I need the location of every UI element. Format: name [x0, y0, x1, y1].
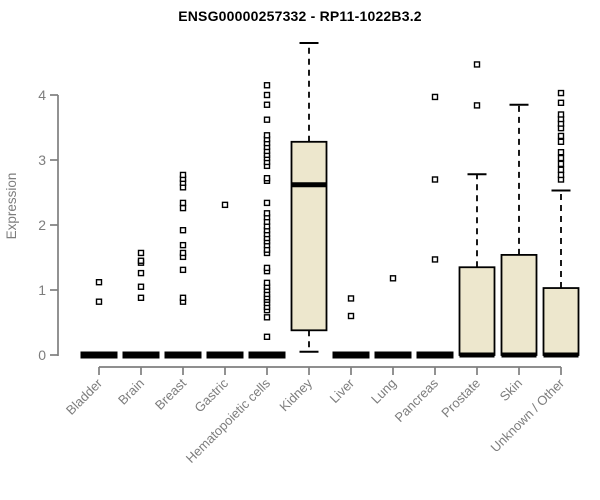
- median-breast: [164, 351, 202, 359]
- outlier-breast: [179, 266, 187, 274]
- outlier-unknown-other: [557, 148, 565, 156]
- x-tick-label-prostate: Prostate: [438, 376, 483, 421]
- outlier-breast: [179, 199, 187, 207]
- outlier-lung: [389, 275, 397, 282]
- y-tick-label: 3: [38, 152, 46, 168]
- y-tick-label: 0: [38, 347, 46, 363]
- outlier-unknown-other: [557, 171, 565, 179]
- x-tick-label-lung: Lung: [368, 376, 399, 407]
- median-liver: [332, 351, 370, 359]
- outlier-unknown-other: [557, 99, 565, 107]
- outlier-bladder: [95, 298, 103, 305]
- outlier-unknown-other: [557, 132, 565, 140]
- outlier-hematopoietic-cells: [263, 82, 271, 89]
- x-tick-label-liver: Liver: [327, 375, 358, 406]
- outlier-breast: [179, 249, 187, 257]
- x-tick-label-pancreas: Pancreas: [392, 375, 442, 425]
- outlier-breast: [179, 171, 187, 179]
- outlier-liver: [347, 295, 355, 302]
- x-tick-label-bladder: Bladder: [63, 375, 106, 418]
- x-tick-label-brain: Brain: [115, 376, 147, 408]
- outlier-hematopoietic-cells: [263, 199, 271, 207]
- median-bladder: [80, 351, 118, 359]
- box-kidney: [290, 140, 328, 332]
- outlier-hematopoietic-cells: [263, 279, 271, 287]
- outlier-hematopoietic-cells: [263, 132, 271, 139]
- outlier-hematopoietic-cells: [263, 91, 271, 99]
- outlier-unknown-other: [557, 154, 565, 162]
- outlier-brain: [137, 283, 145, 290]
- outlier-brain: [137, 269, 145, 277]
- outlier-unknown-other: [557, 111, 565, 118]
- y-tick-label: 4: [38, 87, 46, 103]
- outlier-pancreas: [431, 256, 439, 263]
- box-unknown-other: [542, 287, 580, 356]
- y-tick-label: 1: [38, 282, 46, 298]
- median-hematopoietic-cells: [248, 351, 286, 359]
- outlier-hematopoietic-cells: [263, 101, 271, 108]
- outlier-prostate: [473, 102, 481, 109]
- outlier-breast: [179, 204, 187, 212]
- outlier-unknown-other: [557, 160, 565, 168]
- outlier-hematopoietic-cells: [263, 314, 271, 321]
- median-gastric: [206, 351, 244, 359]
- outlier-brain: [137, 294, 145, 301]
- median-lung: [374, 351, 412, 359]
- outlier-brain: [137, 249, 145, 257]
- outlier-unknown-other: [557, 89, 565, 97]
- outlier-bladder: [95, 279, 103, 286]
- outlier-breast: [179, 226, 187, 234]
- outlier-pancreas: [431, 176, 439, 183]
- box-prostate: [458, 266, 496, 356]
- outlier-hematopoietic-cells: [263, 333, 271, 340]
- outlier-liver: [347, 312, 355, 320]
- x-tick-label-gastric: Gastric: [191, 375, 231, 415]
- outlier-hematopoietic-cells: [263, 116, 271, 123]
- outlier-unknown-other: [557, 138, 565, 146]
- outlier-pancreas: [431, 93, 439, 101]
- outlier-hematopoietic-cells: [263, 174, 271, 182]
- outlier-gastric: [221, 201, 229, 209]
- outlier-prostate: [473, 61, 481, 68]
- y-tick-label: 2: [38, 217, 46, 233]
- box-skin: [500, 253, 538, 356]
- outlier-breast: [179, 241, 187, 249]
- x-tick-label-skin: Skin: [497, 376, 525, 404]
- chart-title: ENSG00000257332 - RP11-1022B3.2: [178, 8, 422, 24]
- outlier-brain: [137, 257, 145, 264]
- median-brain: [122, 351, 160, 359]
- outlier-unknown-other: [557, 166, 565, 173]
- outlier-breast: [179, 294, 187, 301]
- outlier-hematopoietic-cells: [263, 210, 271, 217]
- outlier-hematopoietic-cells: [263, 264, 271, 272]
- x-tick-label-breast: Breast: [152, 375, 189, 412]
- median-pancreas: [416, 351, 454, 359]
- x-tick-label-unknown-other: Unknown / Other: [488, 375, 568, 455]
- x-tick-label-kidney: Kidney: [276, 375, 315, 414]
